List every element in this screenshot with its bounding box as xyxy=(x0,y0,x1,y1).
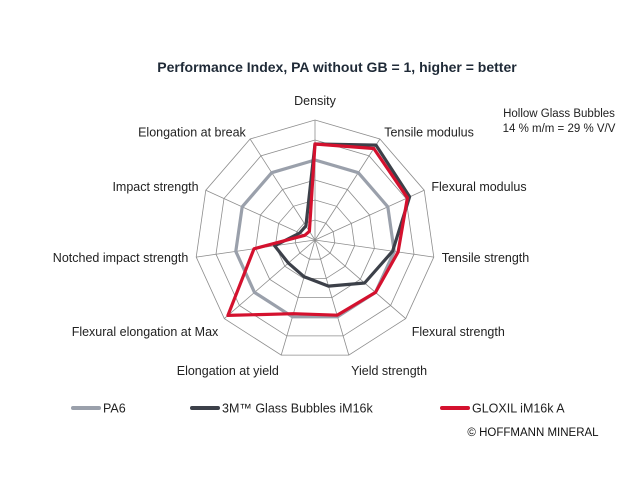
axis-label-yield-strength: Yield strength xyxy=(351,364,427,378)
spoke-5 xyxy=(314,239,406,319)
spoke-8 xyxy=(224,239,316,319)
legend-label-3: GLOXIL iM16k A xyxy=(472,402,565,416)
series-line-3 xyxy=(226,142,409,317)
spoke-6 xyxy=(314,239,350,356)
axis-label-impact-strength: Impact strength xyxy=(112,180,198,194)
spoke-10 xyxy=(205,189,316,241)
grid-ring-6 xyxy=(195,119,435,356)
series-line-2 xyxy=(273,142,412,288)
radar-grid xyxy=(195,119,435,356)
axis-label-elongation-at-break: Elongation at break xyxy=(138,125,246,139)
grid-ring-3 xyxy=(255,179,375,299)
series-line-1 xyxy=(234,158,396,319)
axis-label-density: Density xyxy=(294,94,336,108)
axis-labels: Density Tensile modulus Flexural modulus Te… xyxy=(53,94,529,378)
series-layer xyxy=(226,142,412,319)
note-line-1: Hollow Glass Bubbles xyxy=(503,108,615,120)
axis-label-tensile-modulus: Tensile modulus xyxy=(384,125,474,139)
axis-label-elongation-at-yield: Elongation at yield xyxy=(177,364,279,378)
grid-ring-5 xyxy=(215,139,415,337)
axis-label-flexural-modulus: Flexural modulus xyxy=(431,180,526,194)
copyright-text: © HOFFMANN MINERAL xyxy=(467,427,599,439)
note-line-2: 14 % m/m = 29 % V/V xyxy=(503,123,616,135)
axis-label-flexural-elongation-at-max: Flexural elongation at Max xyxy=(72,325,219,339)
grid-ring-1 xyxy=(294,219,336,260)
spoke-4 xyxy=(314,239,434,258)
spoke-2 xyxy=(314,138,381,241)
chart-title: Performance Index, PA without GB = 1, hi… xyxy=(157,59,517,75)
axis-label-tensile-strength: Tensile strength xyxy=(442,251,530,265)
legend-label-1: PA6 xyxy=(103,402,126,416)
spoke-11 xyxy=(249,138,316,241)
spoke-7 xyxy=(280,239,316,356)
axis-label-flexural-strength: Flexural strength xyxy=(412,325,505,339)
legend: PA6 3M™ Glass Bubbles iM16k GLOXIL iM16k A xyxy=(71,402,565,416)
grid-ring-2 xyxy=(274,199,356,279)
legend-label-2: 3M™ Glass Bubbles iM16k xyxy=(222,402,374,416)
axis-label-notched-impact-strength: Notched impact strength xyxy=(53,251,189,265)
